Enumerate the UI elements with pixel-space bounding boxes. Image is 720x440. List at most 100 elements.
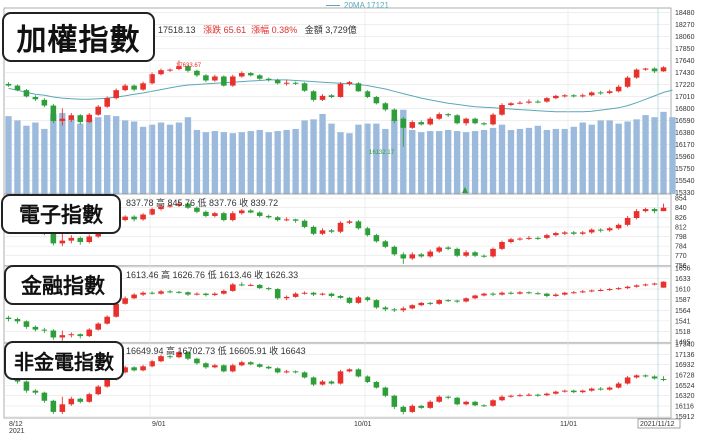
candle-body — [50, 105, 57, 121]
candle-body — [212, 293, 218, 296]
volume-bar — [543, 130, 551, 194]
x-tick-label: 9/01 — [152, 421, 166, 428]
y-tick-label: 826 — [675, 215, 687, 222]
y-tick-label: 812 — [675, 224, 687, 231]
candle-body — [140, 214, 146, 220]
volume-bar — [229, 133, 236, 194]
y-tick-label: 1587 — [675, 297, 691, 304]
candle-body — [364, 376, 371, 383]
candle-body — [319, 293, 326, 295]
volume-bar — [391, 119, 398, 194]
volume-bar — [552, 128, 560, 194]
volume-bar — [480, 130, 488, 194]
volume-bar — [86, 119, 93, 194]
candle-body — [562, 292, 568, 295]
candle-body — [606, 228, 613, 231]
y-tick-label: 756 — [675, 263, 687, 270]
candle-body — [409, 305, 416, 309]
candle-body — [140, 366, 146, 371]
candle-body — [337, 295, 344, 298]
candle-body — [508, 239, 514, 242]
candle-body — [588, 92, 595, 96]
candle-body — [265, 366, 272, 369]
candle-body — [355, 297, 362, 303]
candle-body — [454, 300, 460, 302]
candle-body — [418, 122, 425, 125]
candle-body — [588, 388, 595, 391]
candle-body — [23, 90, 30, 97]
candle-body — [409, 122, 416, 128]
volume-bar — [23, 125, 30, 194]
candle-body — [400, 406, 407, 412]
candle-body — [95, 386, 101, 395]
candle-body — [292, 371, 299, 373]
volume-bar — [68, 119, 75, 194]
candle-body — [445, 396, 451, 398]
candle-body — [337, 83, 344, 98]
candle-body — [391, 309, 398, 311]
candle-body — [86, 329, 93, 337]
candle-body — [328, 95, 335, 98]
main-close-value: 17518.13 — [158, 25, 196, 35]
candle-body — [185, 66, 191, 71]
volume-bar — [400, 109, 407, 194]
candle-body — [212, 76, 218, 81]
volume-bar — [148, 124, 156, 194]
candle-body — [445, 247, 451, 249]
candle-body — [256, 364, 263, 367]
candle-body — [95, 106, 101, 115]
x-tick-label: 10/01 — [354, 421, 372, 428]
candle-body — [283, 82, 290, 84]
candle-body — [86, 236, 93, 242]
electronics-panel-info: 837.78 高 845.76 低 837.76 收 839.72 — [126, 198, 279, 208]
candle-body — [319, 381, 326, 385]
main-panel-title: 加權指數 — [2, 12, 155, 62]
candle-body — [427, 302, 433, 304]
candle-body — [445, 114, 451, 116]
ma-legend: 20MA 17121 — [326, 1, 389, 10]
candle-body — [606, 289, 613, 291]
candle-body — [535, 237, 541, 239]
volume-bar — [5, 116, 12, 194]
candle-body — [579, 291, 586, 293]
volume-bar — [104, 115, 111, 194]
candle-body — [436, 396, 442, 402]
candle-body — [176, 66, 182, 70]
candle-body — [660, 281, 667, 288]
volume-bar — [669, 117, 676, 194]
volume-bar — [238, 132, 245, 194]
x-tick-label: 11/01 — [560, 421, 577, 428]
volume-bar — [570, 126, 577, 194]
volume-bar — [265, 132, 272, 194]
volume-bar — [220, 132, 228, 194]
candle-body — [624, 77, 631, 87]
candle-body — [472, 295, 478, 299]
y-tick-label: 17850 — [675, 46, 695, 53]
candle-body — [185, 292, 191, 295]
candle-body — [194, 293, 200, 295]
candle-body — [562, 390, 568, 392]
candle-body — [230, 365, 236, 372]
candle-body — [239, 210, 245, 214]
marker-icon — [462, 187, 468, 193]
candle-body — [176, 203, 182, 206]
candle-body — [247, 362, 254, 365]
volume-bar — [579, 122, 586, 194]
candle-body — [230, 284, 236, 291]
candle-body — [579, 390, 586, 393]
candle-body — [283, 296, 290, 299]
candle-body — [149, 209, 155, 215]
candle-body — [32, 326, 39, 330]
candle-body — [597, 388, 604, 390]
candle-body — [633, 69, 640, 78]
candle-body — [328, 381, 335, 384]
candle-body — [230, 76, 236, 86]
volume-bar — [588, 124, 595, 194]
candle-body — [660, 207, 667, 212]
candle-body — [149, 361, 155, 367]
volume-bar — [166, 124, 174, 194]
candle-body — [499, 242, 505, 249]
candle-body — [418, 254, 425, 257]
candle-body — [247, 284, 254, 286]
